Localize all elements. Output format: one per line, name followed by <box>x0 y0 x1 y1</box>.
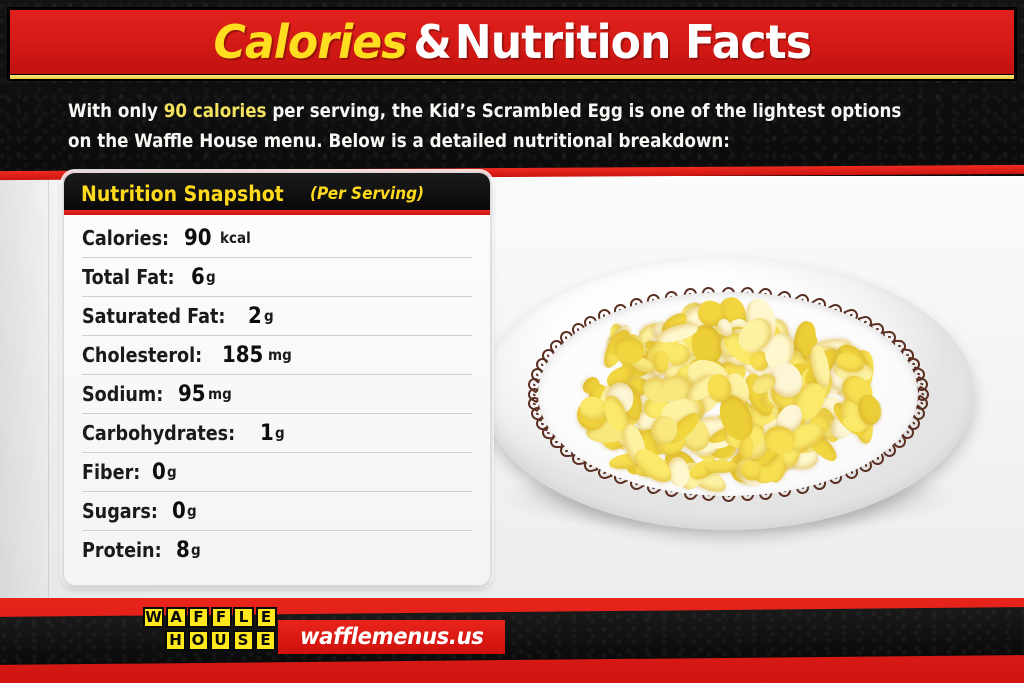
nutrition-row-value: 90 <box>184 225 212 251</box>
nutrition-card: Nutrition Snapshot (Per Serving) Calorie… <box>63 172 491 586</box>
logo-letter-tile: H <box>165 630 186 651</box>
nutrition-row-value: 1 <box>259 420 274 446</box>
nutrition-row-label: Calories: <box>82 226 170 250</box>
logo-letter-tile: E <box>255 630 276 651</box>
nutrition-row-unit: g <box>191 541 201 559</box>
page-title-highlight: Calories <box>213 15 407 69</box>
nutrition-row-label: Protein: <box>82 538 162 562</box>
nutrition-card-subtitle: (Per Serving) <box>310 184 425 204</box>
subtitle-calories-highlight: 90 calories <box>163 100 267 122</box>
nutrition-row-label: Saturated Fat: <box>82 304 226 328</box>
nutrition-card-header: Nutrition Snapshot (Per Serving) <box>64 173 490 215</box>
page-title: Calories &Nutrition Facts <box>213 19 812 65</box>
site-url: wafflemenus.us <box>299 624 484 650</box>
logo-letter-tile: W <box>143 607 164 628</box>
logo-letter-tile: S <box>232 630 254 651</box>
header-banner-red: Calories &Nutrition Facts <box>10 10 1014 74</box>
logo-letter-tile: O <box>187 630 209 651</box>
page-title-ampersand: & <box>413 15 452 69</box>
scrambled-eggs-photo <box>472 252 984 572</box>
nutrition-row-value: 0 <box>151 459 166 485</box>
subtitle-line1-pre: With only <box>68 100 164 122</box>
logo-letter-tile: U <box>210 630 231 651</box>
nutrition-row-label: Sodium: <box>82 382 164 406</box>
egg-curd <box>703 459 739 473</box>
nutrition-card-title: Nutrition Snapshot <box>81 182 284 206</box>
nutrition-row-unit: kcal <box>220 229 251 247</box>
nutrition-row-value: 185 <box>222 342 264 368</box>
nutrition-row-unit: mg <box>208 385 233 403</box>
logo-letter-tile: A <box>165 607 187 628</box>
nutrition-row-label: Fiber: <box>82 460 141 484</box>
scrambled-eggs <box>571 295 890 498</box>
nutrition-row-unit: g <box>205 268 216 286</box>
nutrition-row-unit: mg <box>267 346 292 364</box>
header-banner-underline <box>10 75 1014 79</box>
plate <box>482 258 974 530</box>
subtitle: With only 90 calories per serving, the K… <box>68 96 901 156</box>
page-title-rest: Nutrition Facts <box>454 15 811 69</box>
logo-letter-tile: F <box>188 607 209 628</box>
nutrition-row-unit: g <box>187 502 197 520</box>
nutrition-row: Sodium: 95 mg <box>82 375 472 414</box>
nutrition-row-label: Sugars: <box>82 499 158 523</box>
nutrition-row-value: 95 <box>177 381 206 407</box>
nutrition-row-value: 6 <box>190 264 205 290</box>
site-url-badge[interactable]: wafflemenus.us <box>278 620 506 654</box>
subtitle-line1-post: per serving, the Kid’s Scrambled Egg is … <box>266 100 902 122</box>
subtitle-line2: on the Waffle House menu. Below is a det… <box>68 130 730 152</box>
logo-letter-tile: L <box>233 607 254 628</box>
nutrition-row-value: 0 <box>171 498 186 524</box>
nutrition-row-value: 8 <box>175 537 190 563</box>
logo-letter-tile: F <box>210 607 232 628</box>
nutrition-row-label: Cholesterol: <box>82 343 203 367</box>
nutrition-row-list: Calories: 90 kcal Total Fat: 6 g Saturated F… <box>64 215 490 569</box>
header-banner: Calories &Nutrition Facts <box>7 7 1017 81</box>
nutrition-row-value: 2 <box>248 303 263 329</box>
nutrition-row-unit: g <box>263 307 274 325</box>
nutrition-row-label: Total Fat: <box>82 265 175 289</box>
nutrition-row: Calories: 90 kcal <box>82 219 472 258</box>
nutrition-row-unit: g <box>167 463 177 481</box>
nutrition-row-label: Carbohydrates: <box>82 421 236 445</box>
nutrition-row: Cholesterol: 185 mg <box>82 336 472 375</box>
nutrition-row-unit: g <box>274 424 285 442</box>
logo-letter-tile: E <box>255 607 277 628</box>
